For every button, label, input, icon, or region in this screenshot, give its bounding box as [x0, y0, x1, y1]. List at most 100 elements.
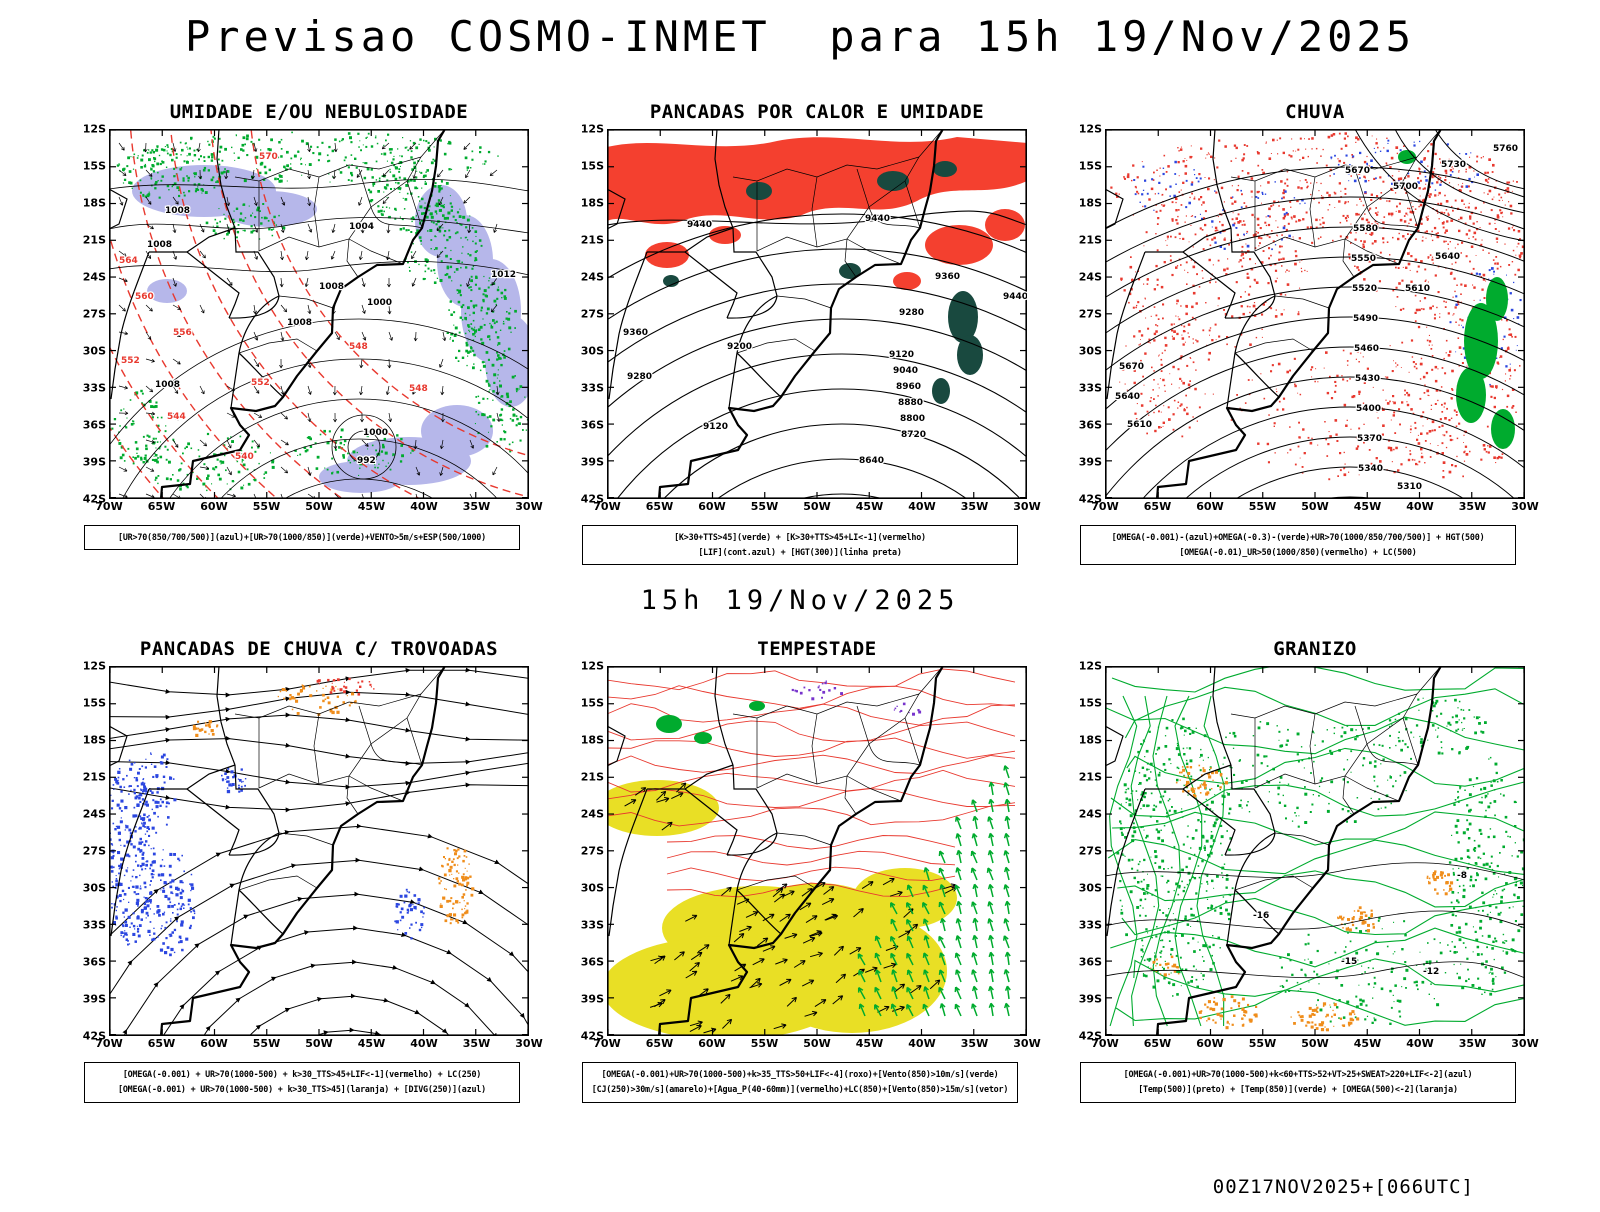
lat-tick-label: 39S [83, 993, 106, 1006]
contour-label: 5580 [1353, 224, 1378, 234]
legend-text: [K>30+TTS>45](verde) + [K>30+TTS>45+LI<-… [585, 530, 1015, 545]
lon-tick-label: 45W [358, 500, 385, 513]
lon-tick-label: 35W [961, 500, 988, 513]
lon-tick-label: 45W [358, 1037, 385, 1050]
lat-tick-label: 15S [581, 697, 604, 710]
legend-box: [UR>70(850/700/500)](azul)+[UR>70(1000/8… [84, 525, 520, 550]
lon-tick-label: 50W [305, 500, 332, 513]
lat-tick-label: 18S [581, 734, 604, 747]
legend-box: [OMEGA(-0.001)+UR>70(1000-500)+k>35_TTS>… [582, 1062, 1018, 1102]
lon-tick-label: 40W [908, 500, 935, 513]
contour-label: 5490 [1353, 314, 1378, 324]
contour-label: 1004 [349, 222, 374, 232]
contour-label: 1008 [319, 282, 344, 292]
contour-label: 1008 [155, 380, 180, 390]
valid-time-label: 15h 19/Nov/2025 [0, 585, 1600, 616]
lat-tick-label: 21S [1079, 234, 1102, 247]
lat-tick-label: 30S [581, 882, 604, 895]
lon-tick-label: 40W [1406, 500, 1433, 513]
contour-label: 552 [121, 356, 140, 366]
panel-title: CHUVA [1105, 101, 1525, 123]
lat-tick-label: 36S [1079, 956, 1102, 969]
contour-label: 9200 [727, 342, 752, 352]
lat-tick-label: 39S [83, 456, 106, 469]
lat-tick-label: 15S [581, 160, 604, 173]
contour-label: 5610 [1405, 284, 1430, 294]
contour-label: 1008 [287, 318, 312, 328]
contour-label: 5400 [1356, 404, 1381, 414]
map-frame: -16-15-12-8 [1105, 666, 1525, 1036]
contour-label: 5760 [1493, 144, 1518, 154]
lat-tick-label: 24S [1079, 808, 1102, 821]
lon-tick-label: 65W [148, 500, 175, 513]
lon-tick-label: 40W [410, 1037, 437, 1050]
page-title: Previsao COSMO-INMET para 15h 19/Nov/202… [0, 12, 1600, 61]
lat-tick-label: 33S [83, 919, 106, 932]
lon-tick-label: 45W [1354, 500, 1381, 513]
contour-label: 9440 [865, 214, 890, 224]
page: { "page": { "title": "Previsao COSMO-INM… [0, 12, 1600, 1212]
legend-text: [OMEGA(-0.001)+UR>70(1000-500)+k>35_TTS>… [585, 1067, 1015, 1082]
lon-tick-label: 30W [1013, 500, 1040, 513]
lon-tick-label: 70W [593, 1037, 620, 1050]
lat-tick-label: 39S [1079, 993, 1102, 1006]
panel-title: PANCADAS DE CHUVA C/ TROVOADAS [109, 638, 529, 660]
lat-tick-label: 30S [83, 882, 106, 895]
contour-label: 5640 [1115, 392, 1140, 402]
legend-box: [OMEGA(-0.001)+UR>70(1000-500)+k<60+TTS>… [1080, 1062, 1516, 1102]
panel-title: UMIDADE E/OU NEBULOSIDADE [109, 101, 529, 123]
lat-tick-label: 36S [83, 419, 106, 432]
lon-tick-label: 35W [961, 1037, 988, 1050]
legend-text: [LIF](cont.azul) + [HGT(300)](linha pret… [585, 545, 1015, 560]
lon-tick-label: 60W [698, 500, 725, 513]
lon-tick-label: 35W [463, 1037, 490, 1050]
lon-tick-label: 60W [1196, 1037, 1223, 1050]
lat-tick-label: 15S [83, 160, 106, 173]
lon-tick-label: 40W [410, 500, 437, 513]
contour-label: 1008 [147, 240, 172, 250]
lon-tick-label: 30W [1511, 1037, 1538, 1050]
contour-label: 8880 [898, 398, 923, 408]
lat-tick-label: 18S [581, 197, 604, 210]
lat-tick-label: 27S [83, 845, 106, 858]
contour-label: -8 [1457, 871, 1467, 881]
lon-tick-label: 55W [751, 500, 778, 513]
contour-label: 9120 [889, 350, 914, 360]
lat-tick-label: 12S [581, 123, 604, 136]
lat-tick-label: 30S [1079, 882, 1102, 895]
legend-box: [OMEGA(-0.001)-(azul)+OMEGA(-0.3)-(verde… [1080, 525, 1516, 565]
lat-tick-label: 30S [581, 345, 604, 358]
lat-tick-label: 24S [83, 271, 106, 284]
contour-label: 564 [119, 256, 138, 266]
lat-tick-label: 27S [83, 308, 106, 321]
legend-box: [OMEGA(-0.001) + UR>70(1000-500) + k>30_… [84, 1062, 520, 1102]
contour-label: 5730 [1441, 160, 1466, 170]
contour-label: 9120 [703, 422, 728, 432]
lon-tick-label: 35W [1459, 500, 1486, 513]
contour-label: -12 [1423, 967, 1439, 977]
contour-label: 9360 [623, 328, 648, 338]
contour-label: 9280 [899, 308, 924, 318]
lat-tick-label: 39S [1079, 456, 1102, 469]
lon-tick-label: 70W [1091, 500, 1118, 513]
lat-tick-label: 27S [1079, 308, 1102, 321]
weather-map: 9440944094409360928093609200928091209040… [607, 129, 1027, 499]
contour-label: 5700 [1393, 182, 1418, 192]
lat-tick-label: 27S [1079, 845, 1102, 858]
lat-tick-label: 33S [83, 382, 106, 395]
panel-title: TEMPESTADE [607, 638, 1027, 660]
lon-tick-label: 30W [1013, 1037, 1040, 1050]
